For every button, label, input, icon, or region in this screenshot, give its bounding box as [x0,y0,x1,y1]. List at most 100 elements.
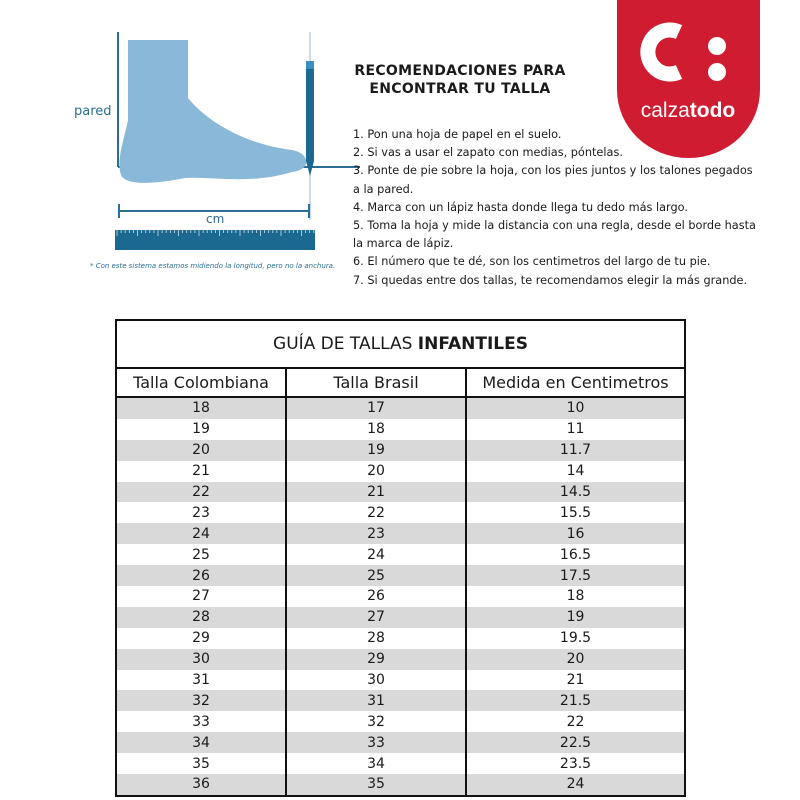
table-cell: 32 [285,711,466,733]
table-cell: 32 [115,690,286,712]
measure-bracket [118,204,310,218]
table-cell: 30 [115,648,286,670]
pencil-icon [306,61,314,176]
column-header: Talla Colombiana [115,368,286,398]
table-cell: 22 [115,481,286,503]
table-cell: 30 [285,669,466,691]
table-row: 34 33 22.5 [115,732,685,754]
table-cell: 24 [465,774,685,796]
step: 2. Si vas a usar el zapato con medias, p… [353,146,623,160]
table-cell: 18 [285,418,466,440]
table-row: 24 23 16 [115,523,685,545]
table-cell: 31 [115,669,286,691]
table-cell: 34 [115,732,286,754]
title-line: ENCONTRAR TU TALLA [369,81,551,97]
table-cell: 29 [285,648,466,670]
table-cell: 31 [285,690,466,712]
instructions-title: RECOMENDACIONES PARA ENCONTRAR TU TALLA [330,62,590,98]
wall-label: pared [74,104,112,119]
table-cell: 17 [285,397,466,419]
column-header: Talla Brasil [285,368,466,398]
step: 5. Toma la hoja y mide la distancia con … [353,219,756,233]
table-cell: 16.5 [465,544,685,566]
table-cell: 24 [115,523,286,545]
measure-label: cm [206,212,225,226]
table-cell: 25 [285,565,466,587]
table-cell: 21 [285,481,466,503]
table-cell: 26 [285,586,466,607]
table-cell: 23 [115,502,286,524]
table-cell: 26 [115,565,286,587]
table-cell: 36 [115,774,286,796]
svg-text:calzatodo: calzatodo [641,99,736,122]
table-cell: 27 [115,586,286,607]
measurement-note: * Con este sistema estamos midiendo la l… [90,262,336,270]
table-row: 33 32 22 [115,711,685,733]
table-cell: 21 [465,669,685,691]
table-cell: 19.5 [465,627,685,649]
table-cell: 10 [465,397,685,419]
title-bold: INFANTILES [417,334,528,354]
table-row: 28 27 19 [115,606,685,628]
table-cell: 20 [465,648,685,670]
table-row: 35 34 23.5 [115,753,685,775]
step: a la pared. [353,182,414,196]
table-cell: 21 [115,460,286,482]
table-cell: 19 [115,418,286,440]
table-cell: 11.7 [465,439,685,461]
table-row: 26 25 17.5 [115,565,685,587]
title-prefix: GUÍA DE TALLAS [273,334,418,354]
table-cell: 23 [285,523,466,545]
instructions-list: 1. Pon una hoja de papel en el suelo. 2.… [353,126,756,290]
table-cell: 16 [465,523,685,545]
table-row: 21 20 14 [115,460,685,482]
ruler-icon [115,230,315,250]
table-row: 36 35 24 [115,774,685,796]
table-cell: 20 [115,439,286,461]
table-cell: 18 [465,586,685,607]
table-cell: 27 [285,606,466,628]
table-row: 27 26 18 [115,586,685,607]
table-row: 32 31 21.5 [115,690,685,712]
table-title: GUÍA DE TALLAS INFANTILES [115,320,685,369]
table-cell: 22 [285,502,466,524]
size-guide-table: GUÍA DE TALLAS INFANTILES Talla Colombia… [115,319,686,797]
table-cell: 19 [465,606,685,628]
table-cell: 20 [285,460,466,482]
table-row: 29 28 19.5 [115,627,685,649]
title-line: RECOMENDACIONES PARA [354,63,566,79]
table-row: 30 29 20 [115,648,685,670]
table-cell: 17.5 [465,565,685,587]
table-cell: 28 [285,627,466,649]
table-cell: 33 [115,711,286,733]
step: la marca de lápiz. [353,237,454,251]
table-cell: 25 [115,544,286,566]
table-cell: 22 [465,711,685,733]
table-row: 23 22 15.5 [115,502,685,524]
table-cell: 21.5 [465,690,685,712]
table-row: 31 30 21 [115,669,685,691]
step: 7. Si quedas entre dos tallas, te recome… [353,273,748,287]
table-cell: 15.5 [465,502,685,524]
table-cell: 29 [115,627,286,649]
table-cell: 19 [285,439,466,461]
step: 3. Ponte de pie sobre la hoja, con los p… [353,164,753,178]
table-cell: 22.5 [465,732,685,754]
table-row: 22 21 14.5 [115,481,685,503]
foot-measurement-illustration [115,32,360,250]
table-cell: 35 [115,753,286,775]
table-row: 25 24 16.5 [115,544,685,566]
table-cell: 33 [285,732,466,754]
table-row: 18 17 10 [115,397,685,419]
step: 1. Pon una hoja de papel en el suelo. [353,128,562,141]
table-cell: 14.5 [465,481,685,503]
table-cell: 34 [285,753,466,775]
table-cell: 24 [285,544,466,566]
step: 6. El número que te dé, son los centimet… [353,255,711,269]
table-cell: 35 [285,774,466,796]
foot-shape [119,40,307,183]
table-cell: 23.5 [465,753,685,775]
table-cell: 14 [465,460,685,482]
calzatodo-logo: calzatodo [617,0,760,158]
table-row: 20 19 11.7 [115,439,685,461]
